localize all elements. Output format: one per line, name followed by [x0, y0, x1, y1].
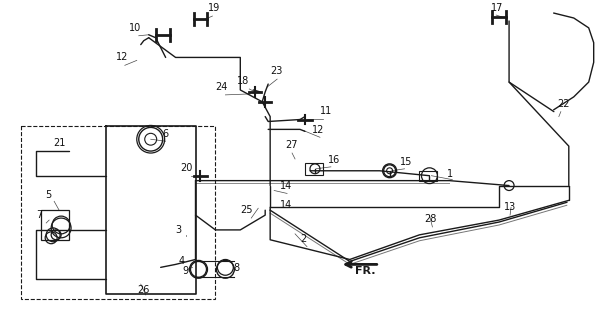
Text: FR.: FR. — [355, 266, 375, 276]
Bar — [41, 210, 69, 240]
Text: 23: 23 — [270, 66, 283, 76]
Text: 12: 12 — [312, 125, 324, 135]
Text: 5: 5 — [45, 190, 51, 200]
Text: 27: 27 — [285, 140, 297, 150]
Text: 25: 25 — [241, 205, 253, 215]
Bar — [21, 126, 215, 299]
Text: 3: 3 — [176, 225, 182, 235]
Text: 15: 15 — [400, 157, 412, 167]
Text: 13: 13 — [504, 202, 517, 212]
Text: 12: 12 — [116, 52, 129, 62]
Text: 1: 1 — [447, 169, 453, 179]
Text: 14: 14 — [280, 200, 293, 210]
Text: 6: 6 — [163, 129, 169, 139]
Text: 21: 21 — [53, 138, 65, 148]
Bar — [305, 163, 323, 175]
Text: 8: 8 — [233, 263, 239, 273]
Text: 11: 11 — [320, 106, 332, 116]
Text: 24: 24 — [215, 82, 228, 92]
Text: 28: 28 — [425, 214, 437, 224]
Text: 26: 26 — [136, 285, 149, 295]
Text: 10: 10 — [129, 23, 141, 33]
Text: 9: 9 — [182, 266, 188, 276]
Text: 7: 7 — [36, 210, 42, 220]
Text: 17: 17 — [491, 3, 504, 13]
Text: 2: 2 — [300, 234, 306, 244]
Bar — [419, 171, 438, 180]
Text: 22: 22 — [557, 99, 569, 109]
Text: 20: 20 — [181, 163, 193, 173]
Text: 18: 18 — [237, 76, 250, 86]
Text: 16: 16 — [328, 155, 340, 165]
Text: 19: 19 — [209, 3, 221, 13]
Text: 14: 14 — [280, 180, 293, 190]
Text: 4: 4 — [179, 256, 185, 267]
